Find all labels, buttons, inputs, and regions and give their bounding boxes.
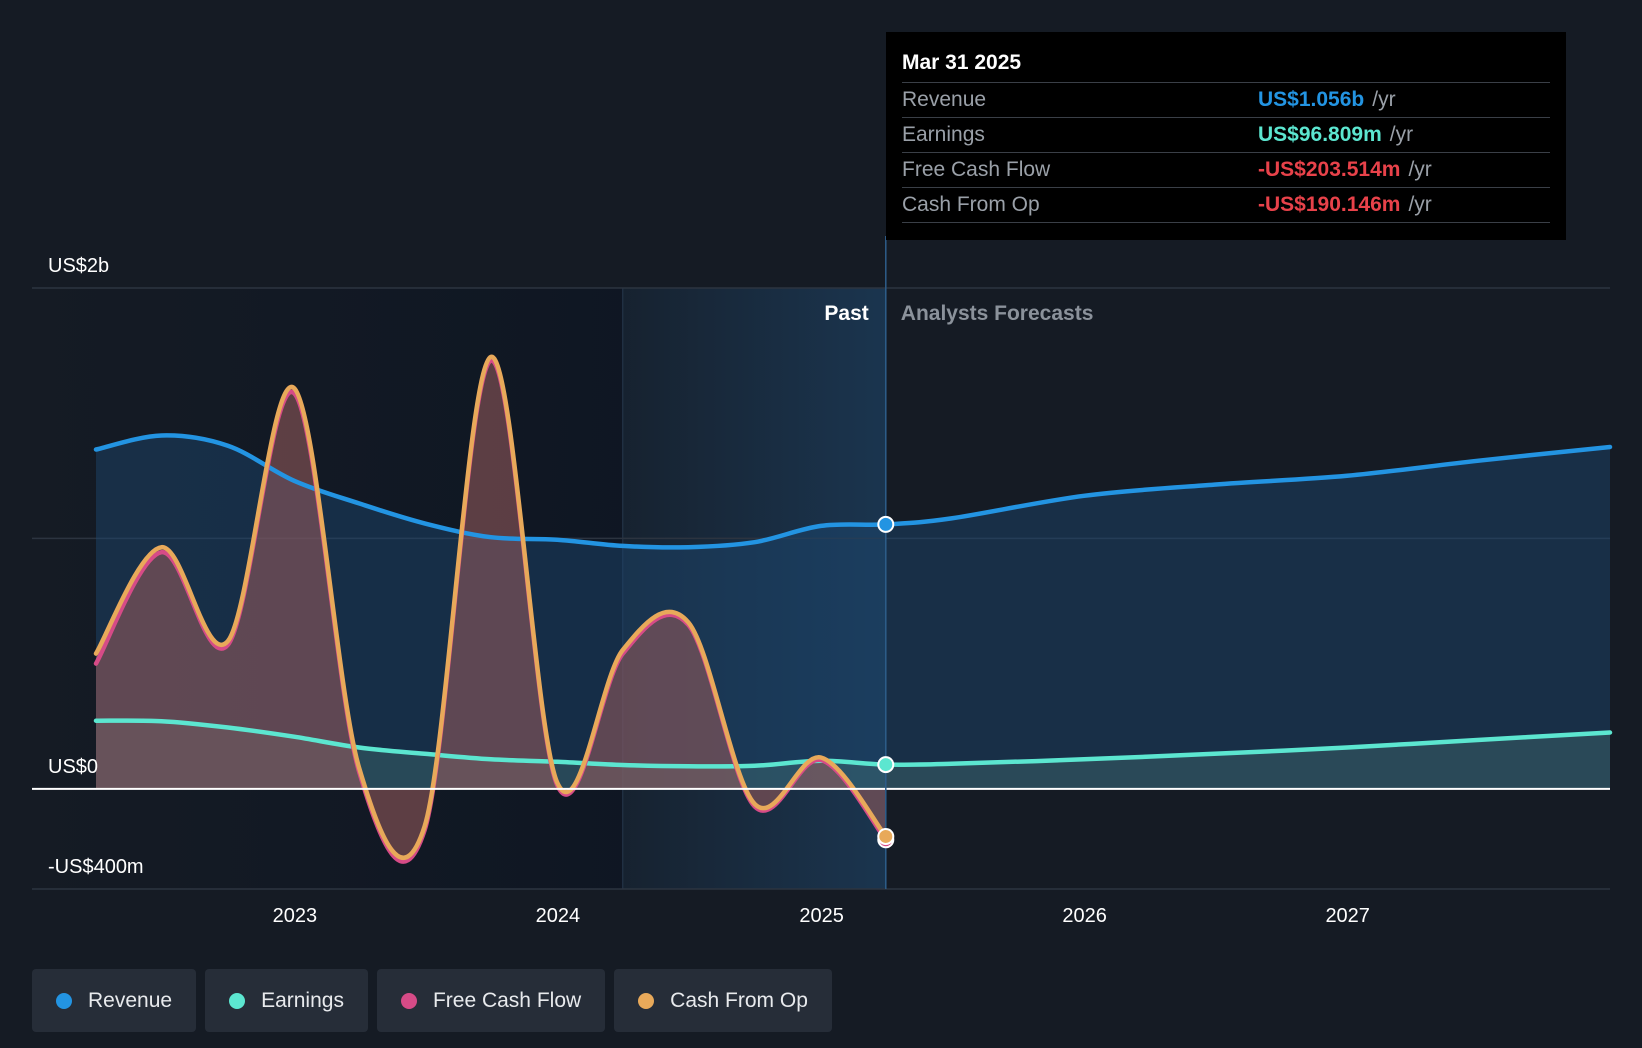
x-tick-label: 2027 — [1325, 905, 1370, 927]
area-earnings — [96, 720, 1610, 789]
line-revenue — [93, 433, 1613, 550]
forecast-label: Analysts Forecasts — [901, 302, 1094, 325]
x-tick-label: 2026 — [1062, 905, 1107, 927]
data-tooltip: Mar 31 2025 Revenue US$1.056b /yr Earnin… — [886, 32, 1566, 240]
chart-legend: Revenue Earnings Free Cash Flow Cash Fro… — [32, 969, 832, 1032]
legend-item-earnings[interactable]: Earnings — [205, 969, 368, 1032]
tooltip-label: Earnings — [902, 123, 985, 146]
y-tick-label: -US$400m — [48, 856, 144, 878]
tooltip-row-cash-from-op: Cash From Op -US$190.146m /yr — [902, 188, 1550, 223]
area-revenue — [96, 435, 1610, 789]
x-tick-label: 2023 — [273, 905, 318, 927]
tooltip-value: US$1.056b — [1258, 88, 1365, 111]
line-cash-from-op — [93, 354, 889, 860]
legend-dot-icon — [638, 992, 655, 1009]
legend-label: Cash From Op — [670, 988, 808, 1012]
legend-label: Revenue — [88, 988, 173, 1012]
legend-dot-icon — [400, 992, 417, 1009]
marker-earnings — [877, 756, 895, 774]
legend-label: Free Cash Flow — [432, 988, 582, 1012]
tooltip-value: US$96.809m — [1258, 123, 1382, 146]
tooltip-label: Revenue — [902, 88, 987, 111]
tooltip-row-earnings: Earnings US$96.809m /yr — [902, 118, 1550, 153]
tooltip-row-revenue: Revenue US$1.056b /yr — [902, 83, 1550, 118]
legend-dot-icon — [56, 992, 72, 1009]
tooltip-value: -US$190.146m — [1258, 193, 1401, 216]
tooltip-row-free-cash-flow: Free Cash Flow -US$203.514m /yr — [902, 153, 1550, 188]
legend-item-revenue[interactable]: Revenue — [32, 969, 197, 1032]
x-tick-label: 2025 — [799, 905, 844, 927]
legend-item-cash-from-op[interactable]: Cash From Op — [614, 969, 832, 1032]
y-tick-label: US$2b — [48, 255, 109, 277]
y-tick-label: US$0 — [48, 756, 98, 778]
tooltip-unit: /yr — [1372, 88, 1396, 111]
tooltip-value: -US$203.514m — [1258, 158, 1401, 181]
tooltip-date: Mar 31 2025 — [902, 48, 1550, 83]
tooltip-unit: /yr — [1408, 158, 1432, 181]
marker-revenue — [877, 515, 895, 533]
past-label: Past — [824, 302, 868, 325]
legend-label: Earnings — [261, 988, 344, 1012]
tooltip-label: Free Cash Flow — [902, 158, 1051, 181]
tooltip-unit: /yr — [1389, 123, 1414, 146]
tooltip-unit: /yr — [1408, 193, 1432, 216]
marker-cash-from-op — [877, 827, 895, 845]
legend-dot-icon — [229, 992, 246, 1009]
x-tick-label: 2024 — [536, 905, 581, 927]
legend-item-free-cash-flow[interactable]: Free Cash Flow — [376, 969, 606, 1032]
tooltip-label: Cash From Op — [902, 193, 1040, 216]
